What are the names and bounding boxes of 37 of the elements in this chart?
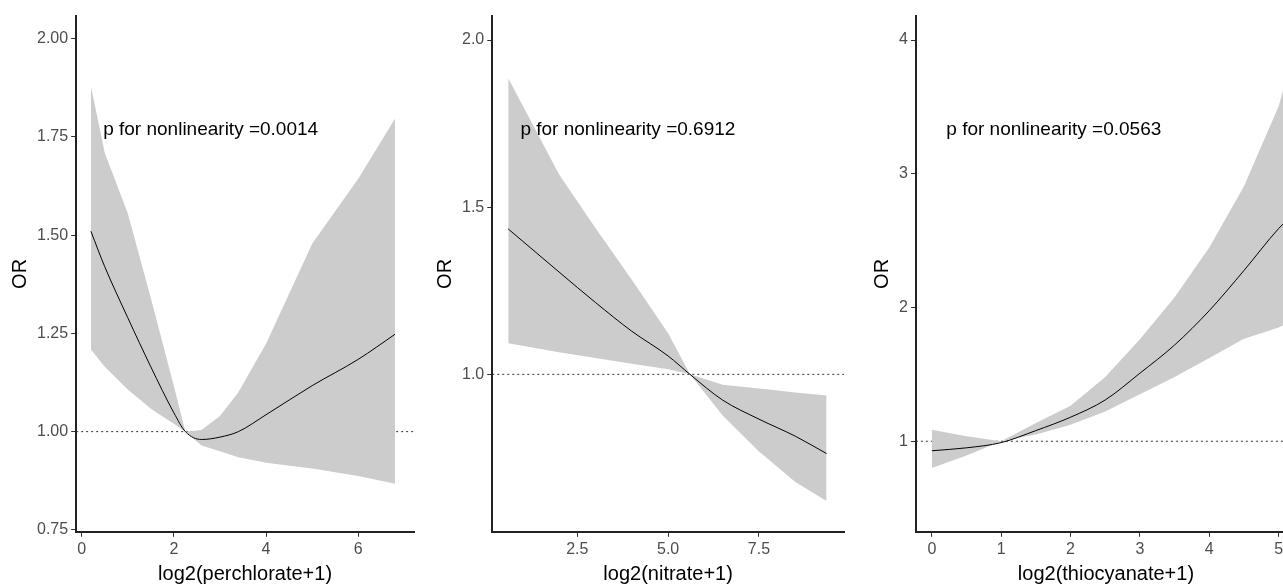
y-tick-label: 1.00 bbox=[37, 422, 69, 440]
x-tick-label: 2 bbox=[1066, 539, 1076, 557]
line-series bbox=[507, 228, 828, 455]
x-axis-title: log2(nitrate+1) bbox=[603, 561, 733, 584]
y-tick-label: 2 bbox=[898, 297, 908, 315]
x-tick-label: 3 bbox=[1135, 539, 1145, 557]
line-series bbox=[90, 230, 396, 440]
y-tick-label: 3 bbox=[898, 164, 908, 182]
x-tick-label: 6 bbox=[353, 539, 363, 557]
x-tick-label: 1 bbox=[996, 539, 1006, 557]
y-tick-label: 1.25 bbox=[37, 323, 69, 341]
y-tick-label: 1 bbox=[898, 431, 908, 449]
y-tick-label: 2.00 bbox=[37, 29, 69, 47]
y-tick-label: 0.75 bbox=[37, 520, 69, 538]
x-tick-label: 0 bbox=[927, 539, 937, 557]
x-axis-title: log2(thiocyanate+1) bbox=[1017, 561, 1195, 584]
x-tick-label: 7.5 bbox=[747, 539, 771, 557]
x-tick-label: 2.5 bbox=[566, 539, 589, 557]
x-tick-label: 2 bbox=[169, 539, 179, 557]
y-tick-label: 2.0 bbox=[461, 30, 485, 48]
x-tick-label: 5.0 bbox=[657, 539, 680, 557]
x-axis-title: log2(perchlorate+1) bbox=[158, 561, 333, 584]
y-tick-label: 1.75 bbox=[37, 127, 69, 145]
y-tick-label: 1.0 bbox=[461, 364, 485, 382]
annotation: p for nonlinearity =0.6912 bbox=[520, 117, 736, 139]
y-tick-label: 4 bbox=[898, 30, 908, 48]
annotation: p for nonlinearity =0.0563 bbox=[946, 117, 1162, 139]
y-axis-title: OR bbox=[869, 258, 892, 289]
x-tick-label: 5 bbox=[1274, 539, 1283, 557]
y-tick-label: 1.5 bbox=[461, 197, 485, 215]
x-tick-label: 0 bbox=[77, 539, 87, 557]
x-tick-label: 4 bbox=[261, 539, 271, 557]
y-axis-title: OR bbox=[7, 258, 30, 289]
x-tick-label: 4 bbox=[1204, 539, 1214, 557]
y-tick-label: 1.50 bbox=[37, 225, 69, 243]
annotation: p for nonlinearity =0.0014 bbox=[103, 117, 319, 139]
y-axis-title: OR bbox=[432, 258, 455, 289]
